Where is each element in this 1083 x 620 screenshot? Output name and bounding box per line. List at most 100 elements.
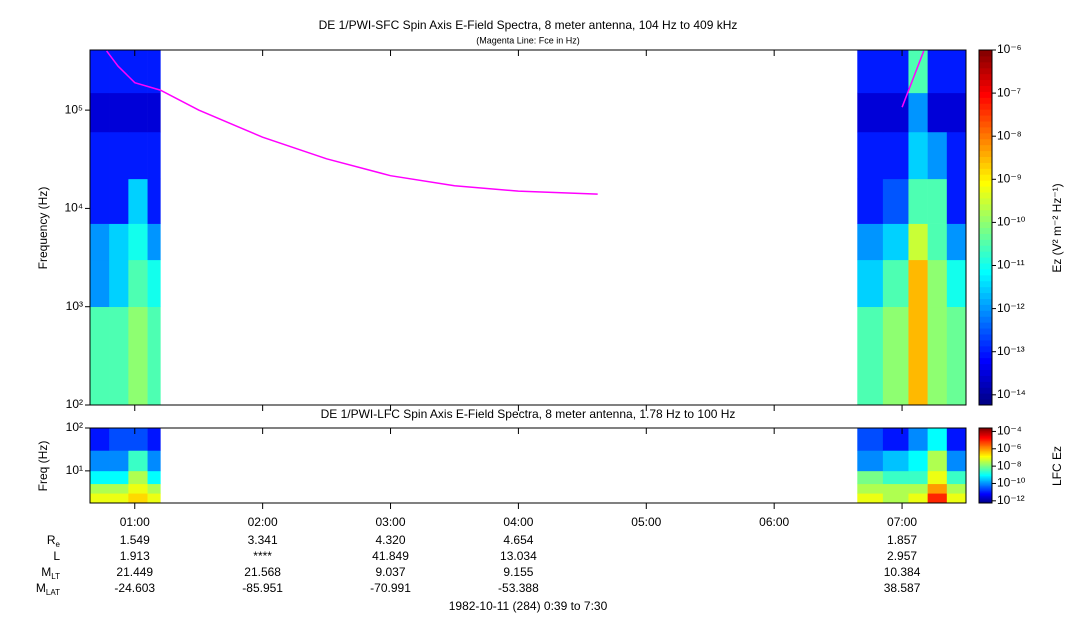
colorbar-step xyxy=(979,468,992,470)
colorbar-step xyxy=(979,197,992,205)
ephemeris-value: 3.341 xyxy=(248,533,278,547)
heatmap-cell xyxy=(908,450,928,472)
heatmap-cell xyxy=(90,92,110,133)
colorbar-step xyxy=(979,304,992,311)
colorbar-step xyxy=(979,455,992,458)
colorbar-step xyxy=(979,431,992,434)
y-tick-label: 10⁴ xyxy=(64,201,83,215)
ephemeris-value: 41.849 xyxy=(372,549,409,563)
heatmap-cell xyxy=(857,470,884,485)
heatmap-cell xyxy=(109,178,129,224)
heatmap-cell xyxy=(946,223,967,261)
colorbar-frame xyxy=(978,427,993,504)
colorbar-step xyxy=(979,469,992,471)
colorbar-step xyxy=(979,500,992,503)
colorbar-step xyxy=(979,471,992,474)
ephemeris-value: -53.388 xyxy=(498,581,539,595)
colorbar-tick-label: 10⁻⁸ xyxy=(997,458,1022,472)
colorbar-step xyxy=(979,493,992,495)
colorbar-step xyxy=(979,459,992,461)
heatmap-cell xyxy=(908,306,928,406)
row-label-text: M xyxy=(41,565,51,579)
colorbar-step xyxy=(979,251,992,258)
colorbar-step xyxy=(979,470,992,473)
heatmap-cell xyxy=(946,470,967,485)
colorbar-step xyxy=(979,483,992,485)
colorbar-step xyxy=(979,316,992,323)
colorbar-step xyxy=(979,91,992,98)
colorbar-step xyxy=(979,443,992,445)
heatmap-cell xyxy=(857,450,884,472)
heatmap-cell xyxy=(908,493,928,504)
ephemeris-value: -85.951 xyxy=(242,581,283,595)
colorbar-step xyxy=(979,476,992,479)
colorbar-step xyxy=(979,334,992,341)
heatmap-cell xyxy=(857,493,884,504)
heatmap-cell xyxy=(946,259,967,308)
ephemeris-value: 1.857 xyxy=(887,533,917,547)
heatmap-cell xyxy=(882,470,909,485)
colorbar-step xyxy=(979,339,992,347)
colorbar-step xyxy=(979,453,992,455)
ephemeris-value: 10.384 xyxy=(884,565,921,579)
colorbar-step xyxy=(979,399,992,406)
ephemeris-value: 21.449 xyxy=(116,565,153,579)
x-tick-label: 05:00 xyxy=(631,515,661,529)
colorbar-step xyxy=(979,488,992,490)
heatmap-cell xyxy=(90,483,110,494)
heatmap-cell xyxy=(109,428,129,451)
colorbar-step xyxy=(979,465,992,468)
colorbar-step xyxy=(979,433,992,435)
colorbar-tick-label: 10⁻⁷ xyxy=(997,85,1021,99)
heatmap-cell xyxy=(857,131,884,180)
heatmap-cell xyxy=(90,223,110,261)
colorbar-step xyxy=(979,97,992,104)
heatmap-cell xyxy=(128,223,148,261)
colorbar-step xyxy=(979,132,992,140)
heatmap-cell xyxy=(908,131,928,180)
heatmap-cell xyxy=(882,131,909,180)
colorbar-step xyxy=(979,439,992,441)
heatmap-cell xyxy=(109,493,129,504)
colorbar-step xyxy=(979,478,992,480)
row-label-text: R xyxy=(47,533,56,547)
colorbar-tick-label: 10⁻⁴ xyxy=(997,424,1022,438)
colorbar-step xyxy=(979,109,992,116)
heatmap-cell xyxy=(147,92,161,133)
colorbar-step xyxy=(979,440,992,443)
ephemeris-value: **** xyxy=(253,549,272,563)
heatmap-cell xyxy=(90,306,110,406)
heatmap-cell xyxy=(857,306,884,406)
colorbar-step xyxy=(979,495,992,498)
heatmap-cell xyxy=(128,306,148,406)
colorbar-step xyxy=(979,203,992,211)
colorbar-step xyxy=(979,393,992,400)
ephemeris-value: 1.913 xyxy=(120,549,150,563)
ephemeris-value: 4.654 xyxy=(503,533,533,547)
heatmap-cell xyxy=(128,50,148,94)
colorbar-step xyxy=(979,227,992,234)
plot-frame xyxy=(89,49,967,406)
colorbar-step xyxy=(979,454,992,456)
colorbar-step xyxy=(979,245,992,252)
heatmap-cell xyxy=(109,131,129,180)
y-tick-label: 10² xyxy=(66,397,83,411)
colorbar-tick-label: 10⁻¹⁰ xyxy=(997,476,1026,490)
colorbar-tick-label: 10⁻⁸ xyxy=(997,128,1022,142)
y-axis-label: Frequency (Hz) xyxy=(36,187,50,270)
colorbar-step xyxy=(979,85,992,92)
chart-title: DE 1/PWI-LFC Spin Axis E-Field Spectra, … xyxy=(321,407,736,421)
heatmap-cell xyxy=(908,428,928,451)
heatmap-cell xyxy=(857,223,884,261)
heatmap-cell xyxy=(927,470,948,485)
heatmap-cell xyxy=(908,223,928,261)
heatmap-cell xyxy=(128,450,148,472)
heatmap-cell xyxy=(147,306,161,406)
heatmap-cell xyxy=(946,428,967,451)
colorbar-step xyxy=(979,50,992,57)
heatmap-cell xyxy=(908,259,928,308)
colorbar-step xyxy=(979,192,992,199)
heatmap-cell xyxy=(882,50,909,94)
colorbar-step xyxy=(979,257,992,264)
heatmap-cell xyxy=(927,450,948,472)
